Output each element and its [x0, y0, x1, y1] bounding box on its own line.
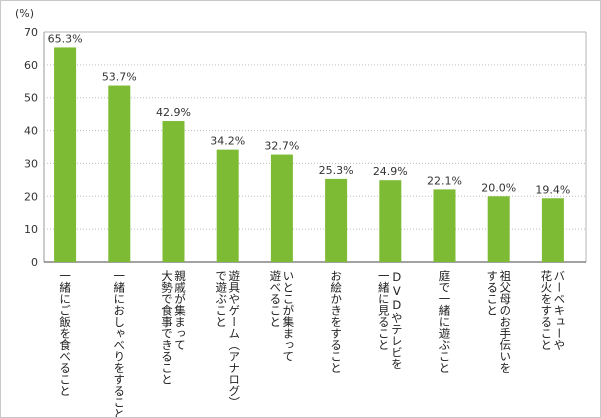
bar [162, 121, 185, 263]
data-label: 22.1% [427, 174, 462, 187]
category-label: DVDやテレビを [390, 270, 404, 370]
category-label: 一緒に見ること [377, 270, 391, 351]
category-label: いとこが集まって [281, 270, 295, 362]
data-label: 19.4% [535, 183, 570, 196]
category-label: すること [485, 270, 499, 316]
y-tick-label: 30 [24, 157, 38, 170]
bar [487, 196, 510, 262]
category-label: 花火をすること [539, 270, 553, 351]
bar [270, 154, 293, 262]
data-label: 25.3% [319, 164, 354, 177]
category-label: 庭で一緒に遊ぶこと [438, 269, 452, 373]
data-label: 34.2% [210, 135, 245, 148]
category-label: 親戚が集まって [173, 270, 187, 351]
category-label: バーベキューや [552, 270, 566, 351]
category-label: 祖父母のお手伝いを [498, 269, 512, 373]
category-label: お絵かきをすること [329, 270, 343, 374]
y-tick-label: 20 [24, 190, 38, 203]
y-unit-label: (%) [15, 7, 34, 20]
category-label: で遊ぶこと [214, 270, 228, 328]
bar [54, 47, 77, 262]
category-label: 遊具やゲーム（アナログ） [227, 269, 241, 408]
data-label: 65.3% [48, 32, 83, 45]
data-label: 20.0% [481, 181, 516, 194]
bar [325, 178, 348, 262]
y-tick-label: 10 [24, 223, 38, 236]
category-label: 遊べること [268, 269, 282, 327]
bar [433, 189, 456, 262]
y-tick-label: 70 [24, 26, 38, 39]
category-label: 大勢で食事できること [160, 269, 174, 385]
data-label: 32.7% [264, 140, 299, 153]
bar [541, 198, 564, 262]
data-label: 24.9% [373, 165, 408, 178]
data-label: 53.7% [102, 71, 137, 84]
y-tick-label: 0 [31, 256, 38, 269]
y-tick-label: 60 [24, 59, 38, 72]
y-tick-label: 40 [24, 125, 38, 138]
bar [216, 149, 239, 262]
bar [379, 180, 402, 262]
category-label: 一緒にご飯を食べること [58, 270, 72, 397]
y-tick-label: 50 [24, 92, 38, 105]
category-label: 一緒におしゃべりをすること [112, 270, 126, 417]
bar [108, 85, 131, 262]
data-label: 42.9% [156, 106, 191, 119]
